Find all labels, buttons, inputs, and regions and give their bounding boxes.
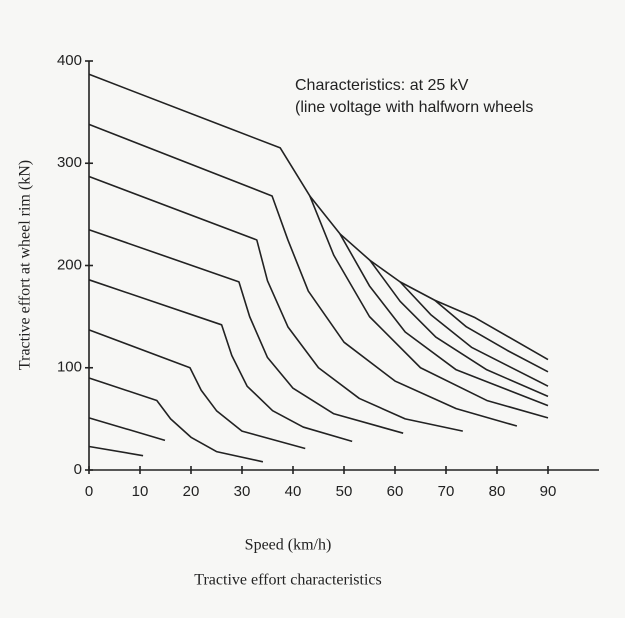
x-tick-label: 20 [183,483,200,500]
x-tick-label: 40 [285,483,302,500]
curve [88,329,306,450]
curve [339,233,549,407]
curve [88,279,353,443]
curve [88,228,404,434]
y-tick-label: 0 [74,461,82,478]
x-tick-label: 30 [234,483,251,500]
x-tick-label: 10 [132,483,149,500]
x-tick-label: 80 [489,483,506,500]
x-tick-label: 50 [336,483,353,500]
y-tick-label: 200 [57,256,82,273]
annotation: (line voltage with halfworn wheels [295,99,533,116]
curve [88,417,166,442]
curve [309,195,549,419]
curve [88,377,264,463]
curve [88,175,463,432]
chart-title: Tractive effort characteristics [194,572,381,589]
y-tick-label: 300 [57,154,82,171]
y-tick-label: 100 [57,359,82,376]
x-tick-label: 0 [85,483,93,500]
curve [88,123,518,427]
curve [369,259,549,398]
curve [88,445,144,457]
x-tick-label: 90 [540,483,557,500]
annotation: Characteristics: at 25 kV [295,77,469,94]
x-tick-label: 70 [438,483,455,500]
x-axis-label: Speed (km/h) [245,537,332,554]
x-tick-label: 60 [387,483,404,500]
y-tick-label: 400 [57,52,82,69]
y-axis-label: Tractive effort at wheel rim (kN) [17,160,34,370]
curve [399,281,549,387]
curve [434,299,549,373]
